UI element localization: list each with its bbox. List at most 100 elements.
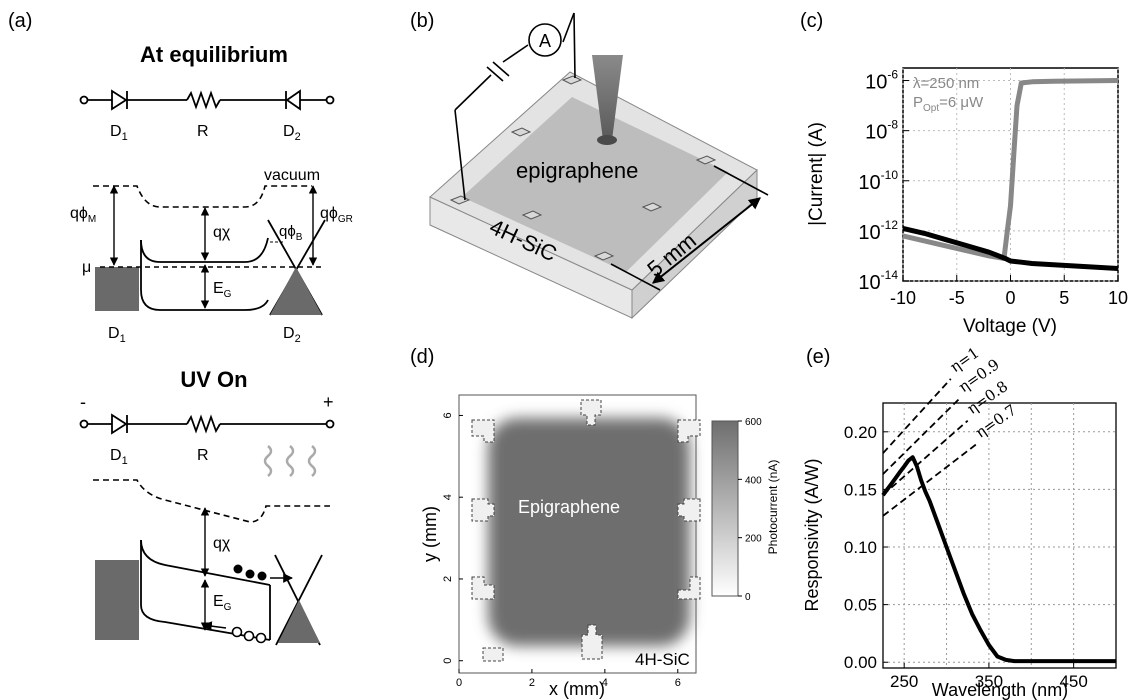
series-line-illuminated [902,78,1119,261]
chart-c-yticks: 10-6 10-8 10-10 10-12 10-14 [858,68,909,294]
responsivity-line [881,455,1116,664]
series-line-dark [902,225,1119,271]
chart-c-ylabel: |Current| (A) [806,122,827,226]
x-tick-label: -5 [949,288,965,308]
panel-c: -10 -5 0 5 10 10-6 10-8 10-10 10-12 10-14 λ=250 … [806,67,1128,337]
x-tick-label: 4 [602,677,608,689]
colorbar-tick-label: 0 [745,592,751,603]
circuit-equilibrium [79,89,335,111]
label-d2: D2 [283,123,301,143]
y-tick-label: 10-12 [858,218,898,244]
band-diagram-equilibrium [93,185,326,316]
x-tick-label: 6 [675,677,681,689]
label-d1-band: D1 [108,325,126,345]
epigraphene-region [488,418,690,646]
chart-e-frame [882,402,1117,669]
eta-line [882,398,960,475]
chart-e-yticks: 0.00 0.05 0.10 0.15 0.20 [844,423,888,672]
chart-e-grid [883,403,1116,668]
label-qchi-uv: qχ [213,535,231,552]
sic-chip [429,12,769,320]
label-qchi-eq: qχ [213,224,231,241]
uv-title: UV On [180,367,247,392]
x-tick-label: 450 [1059,672,1087,691]
colorbar-ticks: 600 400 200 0 [738,417,762,603]
x-tick-label: 0 [456,677,462,689]
x-tick-label: 250 [890,672,918,691]
chart-e-series [881,455,1116,664]
uv-light-waves [263,445,317,477]
panel-label-c: (c) [800,10,823,32]
chart-c-xlabel: Voltage (V) [963,316,1057,337]
chart-d-contacts [471,399,701,662]
circuit-uv [79,413,335,435]
chart-c-annotation-1: λ=250 nm [913,75,979,92]
colorbar-label: Photocurrent (nA) [766,460,780,555]
chart-d-ylabel: y (mm) [420,506,440,562]
panel-a: At equilibrium D1 R D2 [70,42,353,646]
colorbar-tick-label: 600 [745,417,762,428]
x-tick-label: 350 [975,672,1003,691]
chart-e-xlabel: Wavelength (nm) [932,680,1068,700]
chart-c-grid [902,68,1119,282]
label-d1: D1 [110,123,128,143]
y-tick-label: 10-10 [858,168,898,194]
band-diagram-uv [93,479,330,646]
panel-d: 0 2 4 6 0 2 4 6 Epigraphene 4H-SiC x (mm) y (m… [420,394,780,699]
chart-d-xticks: 0 2 4 6 [456,669,681,689]
label-mu: μ [82,259,91,276]
label-r: R [197,123,209,140]
panel-label-e: (e) [806,346,830,368]
eta-line [882,378,952,454]
x-tick-label: -10 [890,288,916,308]
y-tick-label: 2 [442,576,454,582]
chart-d-substrate-label: 4H-SiC [635,650,690,669]
label-eg-eq: EG [213,280,232,300]
panel-label-d: (d) [410,346,434,368]
chart-e-xticks: 250 350 450 [890,663,1088,691]
eta-line [882,419,969,496]
panel-e: η=1η=0.9η=0.8η=0.7 250 350 450 0.00 0.05 0.1… [802,344,1117,700]
chart-e-ylabel: Responsivity (A/W) [802,458,822,611]
chart-c-xticks: -10 -5 0 5 10 [890,275,1128,308]
y-tick-label: 10-6 [865,68,898,94]
panel-b: A epigraphene 4H-SiC 5 mm [429,12,769,320]
y-tick-label: 0.20 [844,423,877,442]
label-r-uv: R [197,447,209,464]
x-tick-label: 2 [529,677,535,689]
y-tick-label: 0.10 [844,538,877,557]
y-tick-label: 6 [442,412,454,418]
chart-c-annotation-2: POpt=6 μW [913,94,984,114]
y-tick-label: 10-8 [865,118,898,144]
label-d2-band: D2 [283,325,301,345]
chart-d-region-label: Epigraphene [518,497,620,517]
label-plus: + [323,392,334,412]
y-tick-label: 0.00 [844,653,877,672]
colorbar-tick-label: 400 [745,475,762,486]
panel-label-a: (a) [8,10,32,32]
equilibrium-title: At equilibrium [140,42,288,67]
chart-d-yticks: 0 2 4 6 [442,412,463,664]
label-minus: - [80,392,86,412]
chart-e-eta-lines: η=1η=0.9η=0.8η=0.7 [882,344,1020,517]
chart-c-series [902,78,1119,271]
y-tick-label: 4 [442,494,454,500]
x-tick-label: 10 [1108,288,1128,308]
x-tick-label: 5 [1059,288,1069,308]
label-qphi-b: qϕB [279,223,303,243]
epigraphene-label: epigraphene [516,158,638,183]
panel-label-b: (b) [410,10,434,32]
eta-line [882,443,977,517]
chart-d-xlabel: x (mm) [549,679,605,699]
colorbar [711,420,739,597]
label-qphi-m: qϕM [70,205,96,225]
label-d1-uv: D1 [110,447,128,467]
colorbar-tick-label: 200 [745,534,762,545]
y-tick-label: 0.15 [844,480,877,499]
x-tick-label: 0 [1005,288,1015,308]
y-tick-label: 0.05 [844,596,877,615]
label-eg-uv: EG [213,593,232,613]
label-qphi-gr: qϕGR [320,205,353,225]
label-vacuum: vacuum [264,167,320,184]
